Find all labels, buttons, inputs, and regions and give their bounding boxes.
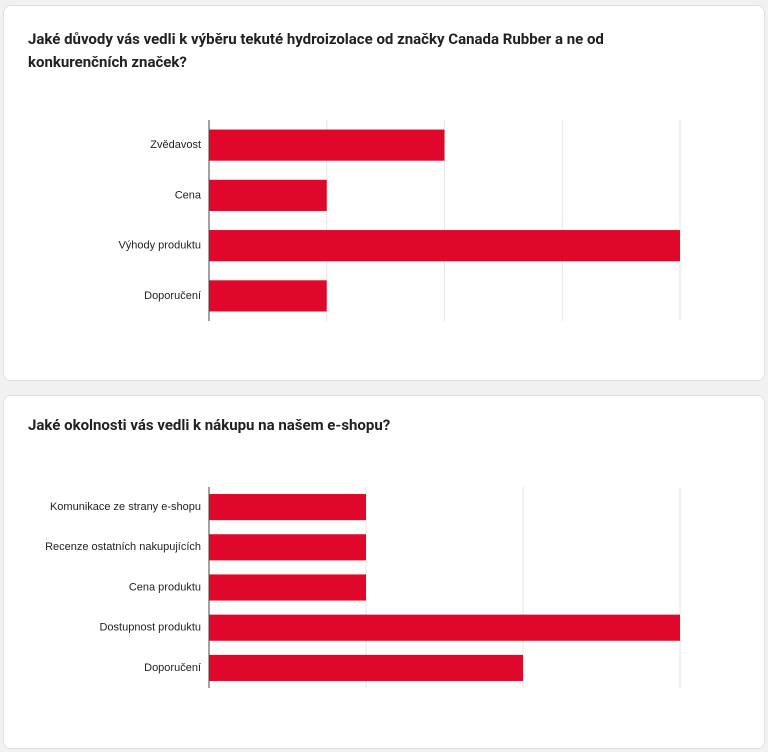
card: Jaké okolnosti vás vedli k nákupu na naš… xyxy=(3,395,765,749)
bar xyxy=(209,534,366,561)
bar xyxy=(209,614,680,641)
bar xyxy=(209,230,680,262)
bar xyxy=(209,494,366,521)
chart-title: Jaké důvody vás vedli k výběru tekuté hy… xyxy=(28,30,604,71)
bar xyxy=(209,574,366,601)
card: Jaké důvody vás vedli k výběru tekuté hy… xyxy=(3,5,765,381)
y-tick-label: Cena xyxy=(175,189,202,201)
y-tick-label: Doporučení xyxy=(144,290,201,302)
y-tick-label: Recenze ostatních nakupujících xyxy=(45,541,201,553)
chart: Komunikace ze strany e-shopu Recenze osta… xyxy=(45,487,681,688)
y-tick-label: Doporučení xyxy=(144,662,201,674)
y-tick-label: Dostupnost produktu xyxy=(99,622,201,634)
chart-title: Jaké okolnosti vás vedli k nákupu na naš… xyxy=(28,416,391,434)
chart: Zvědavost Cena Výhody produktu Doporučení xyxy=(118,120,681,321)
bar xyxy=(209,280,327,312)
y-tick-label: Výhody produktu xyxy=(118,240,201,252)
bar xyxy=(209,129,445,161)
y-tick-label: Cena produktu xyxy=(129,581,201,593)
bar xyxy=(209,179,327,211)
bar xyxy=(209,654,523,681)
y-tick-label: Komunikace ze strany e-shopu xyxy=(50,501,201,513)
y-tick-label: Zvědavost xyxy=(150,139,201,151)
